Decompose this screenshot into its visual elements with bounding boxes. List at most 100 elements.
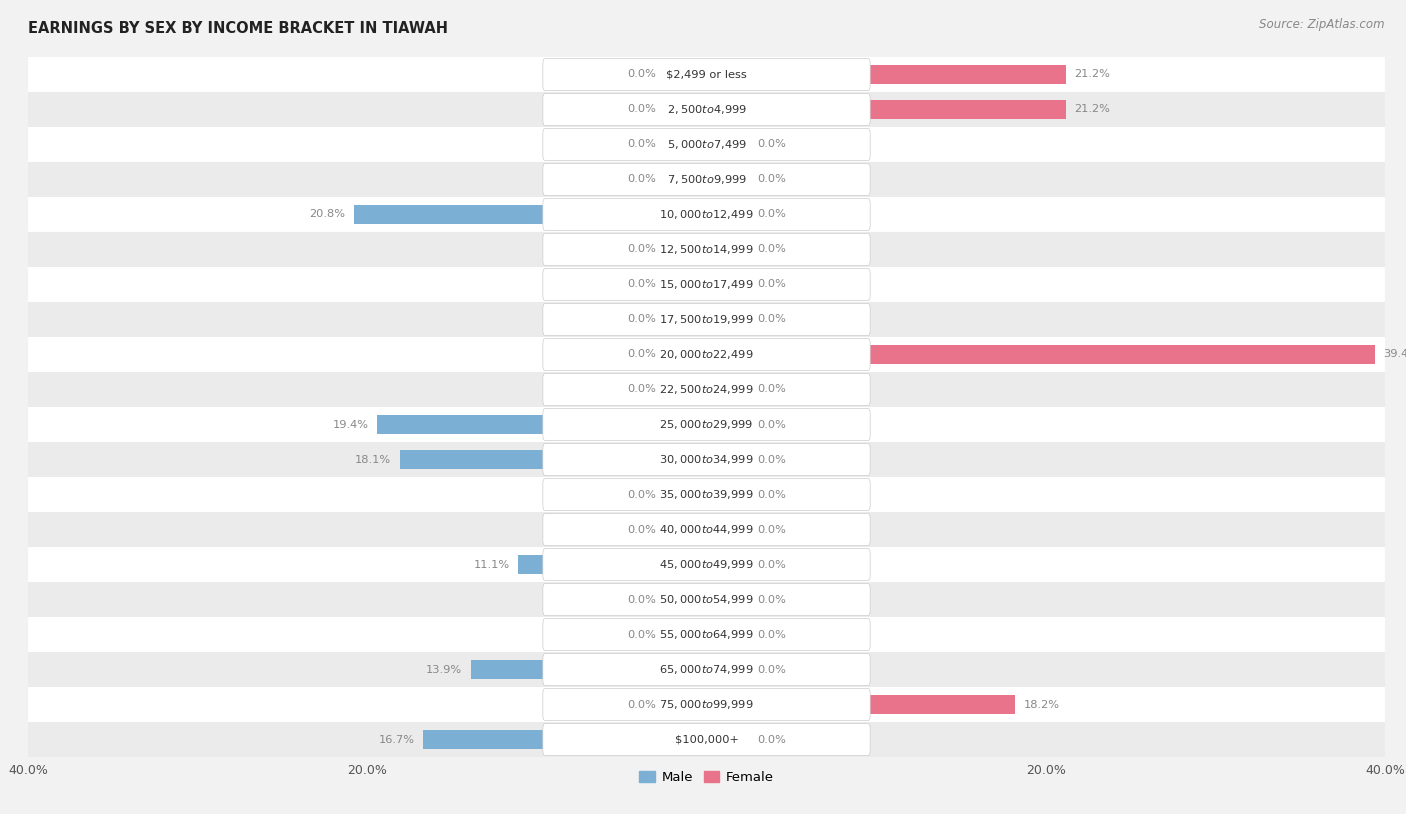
Text: 0.0%: 0.0% [758,279,786,290]
FancyBboxPatch shape [28,442,1385,477]
FancyBboxPatch shape [543,269,870,300]
FancyBboxPatch shape [28,57,1385,92]
FancyBboxPatch shape [28,302,1385,337]
Bar [664,310,707,329]
Bar [664,520,707,539]
Text: $17,500 to $19,999: $17,500 to $19,999 [659,313,754,326]
Bar [664,345,707,364]
FancyBboxPatch shape [543,409,870,440]
Bar [707,135,749,154]
FancyBboxPatch shape [543,584,870,615]
Text: $2,499 or less: $2,499 or less [666,69,747,80]
Text: 0.0%: 0.0% [627,524,655,535]
FancyBboxPatch shape [543,164,870,195]
Bar [664,380,707,399]
Text: EARNINGS BY SEX BY INCOME BRACKET IN TIAWAH: EARNINGS BY SEX BY INCOME BRACKET IN TIA… [28,21,449,36]
Text: 13.9%: 13.9% [426,664,463,675]
Text: 0.0%: 0.0% [758,139,786,150]
FancyBboxPatch shape [28,372,1385,407]
FancyBboxPatch shape [543,479,870,510]
FancyBboxPatch shape [543,129,870,160]
FancyBboxPatch shape [543,444,870,475]
Text: $65,000 to $74,999: $65,000 to $74,999 [659,663,754,676]
FancyBboxPatch shape [543,654,870,685]
Bar [707,625,749,644]
Bar [707,65,1066,84]
Text: 0.0%: 0.0% [758,489,786,500]
Text: $15,000 to $17,499: $15,000 to $17,499 [659,278,754,291]
FancyBboxPatch shape [543,549,870,580]
Text: 0.0%: 0.0% [758,174,786,185]
Bar [664,65,707,84]
Text: $40,000 to $44,999: $40,000 to $44,999 [659,523,754,536]
Text: Source: ZipAtlas.com: Source: ZipAtlas.com [1260,18,1385,31]
Text: 21.2%: 21.2% [1074,69,1111,80]
Text: 0.0%: 0.0% [627,244,655,255]
Text: 0.0%: 0.0% [758,524,786,535]
Text: 0.0%: 0.0% [627,314,655,325]
Text: $12,500 to $14,999: $12,500 to $14,999 [659,243,754,256]
Bar [707,170,749,189]
Text: $35,000 to $39,999: $35,000 to $39,999 [659,488,754,501]
FancyBboxPatch shape [28,512,1385,547]
Text: $5,000 to $7,499: $5,000 to $7,499 [666,138,747,151]
Bar [707,275,749,294]
Text: $100,000+: $100,000+ [675,734,738,745]
Text: 39.4%: 39.4% [1384,349,1406,360]
Text: 0.0%: 0.0% [627,279,655,290]
FancyBboxPatch shape [543,514,870,545]
Bar [707,730,749,749]
Bar [664,100,707,119]
FancyBboxPatch shape [28,127,1385,162]
Bar [664,135,707,154]
Text: 0.0%: 0.0% [758,559,786,570]
Text: 0.0%: 0.0% [627,174,655,185]
Bar [707,660,749,679]
Text: 0.0%: 0.0% [758,419,786,430]
Bar [707,450,749,469]
Bar [423,730,707,749]
FancyBboxPatch shape [28,197,1385,232]
FancyBboxPatch shape [28,652,1385,687]
Text: $20,000 to $22,499: $20,000 to $22,499 [659,348,754,361]
Text: 0.0%: 0.0% [758,594,786,605]
Text: 0.0%: 0.0% [627,104,655,115]
FancyBboxPatch shape [543,619,870,650]
Text: 0.0%: 0.0% [758,454,786,465]
Bar [519,555,707,574]
FancyBboxPatch shape [28,267,1385,302]
Text: 18.2%: 18.2% [1024,699,1060,710]
FancyBboxPatch shape [543,234,870,265]
Bar [377,415,707,434]
Text: 0.0%: 0.0% [758,384,786,395]
FancyBboxPatch shape [28,722,1385,757]
Text: 0.0%: 0.0% [627,69,655,80]
FancyBboxPatch shape [28,582,1385,617]
Text: 0.0%: 0.0% [758,664,786,675]
Text: $7,500 to $9,999: $7,500 to $9,999 [666,173,747,186]
Text: 0.0%: 0.0% [627,629,655,640]
Bar [664,170,707,189]
Bar [707,555,749,574]
Bar [707,205,749,224]
Text: 20.8%: 20.8% [309,209,346,220]
Text: 16.7%: 16.7% [378,734,415,745]
Bar [707,380,749,399]
Text: 0.0%: 0.0% [758,244,786,255]
Text: 11.1%: 11.1% [474,559,510,570]
FancyBboxPatch shape [28,687,1385,722]
Text: 0.0%: 0.0% [627,384,655,395]
Bar [399,450,707,469]
Text: $2,500 to $4,999: $2,500 to $4,999 [666,103,747,116]
FancyBboxPatch shape [543,689,870,720]
Text: 19.4%: 19.4% [333,419,368,430]
Bar [664,590,707,609]
Bar [707,310,749,329]
FancyBboxPatch shape [28,407,1385,442]
FancyBboxPatch shape [543,94,870,125]
Bar [354,205,707,224]
Text: $55,000 to $64,999: $55,000 to $64,999 [659,628,754,641]
FancyBboxPatch shape [28,547,1385,582]
Text: 0.0%: 0.0% [627,489,655,500]
Bar [707,520,749,539]
